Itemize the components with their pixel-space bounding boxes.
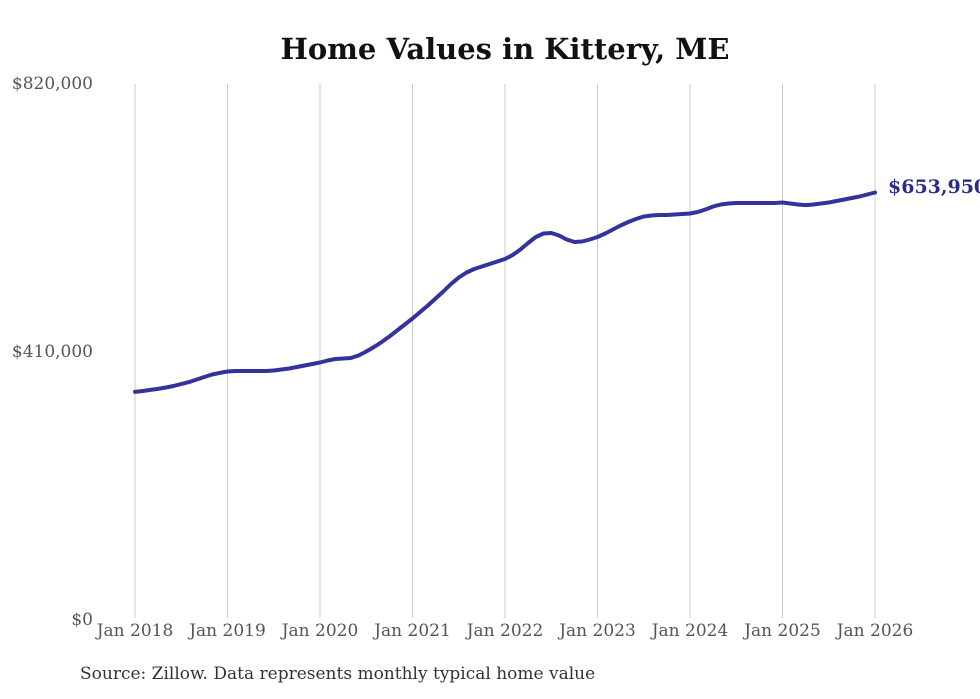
x-tick-label: Jan 2022	[466, 621, 544, 641]
y-tick-label: $820,000	[11, 74, 93, 94]
x-tick-label: Jan 2026	[836, 621, 914, 641]
x-tick-label: Jan 2020	[281, 621, 359, 641]
y-tick-label: $410,000	[11, 342, 93, 362]
x-tick-label: Jan 2021	[374, 621, 451, 641]
y-tick-label: $0	[71, 610, 93, 630]
x-tick-label: Jan 2023	[559, 621, 636, 641]
chart-title: Home Values in Kittery, ME	[280, 32, 730, 66]
x-tick-label: Jan 2018	[96, 621, 174, 641]
value-line	[133, 190, 877, 394]
source-note: Source: Zillow. Data represents monthly …	[80, 664, 596, 684]
x-tick-label: Jan 2025	[744, 621, 821, 641]
x-tick-label: Jan 2024	[651, 621, 729, 641]
x-tick-label: Jan 2019	[189, 621, 266, 641]
end-value-label: $653,950	[888, 176, 980, 198]
